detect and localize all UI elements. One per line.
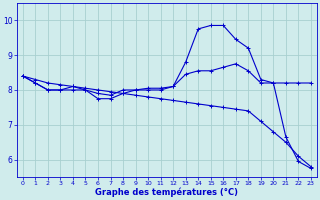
X-axis label: Graphe des températures (°C): Graphe des températures (°C) xyxy=(95,188,238,197)
